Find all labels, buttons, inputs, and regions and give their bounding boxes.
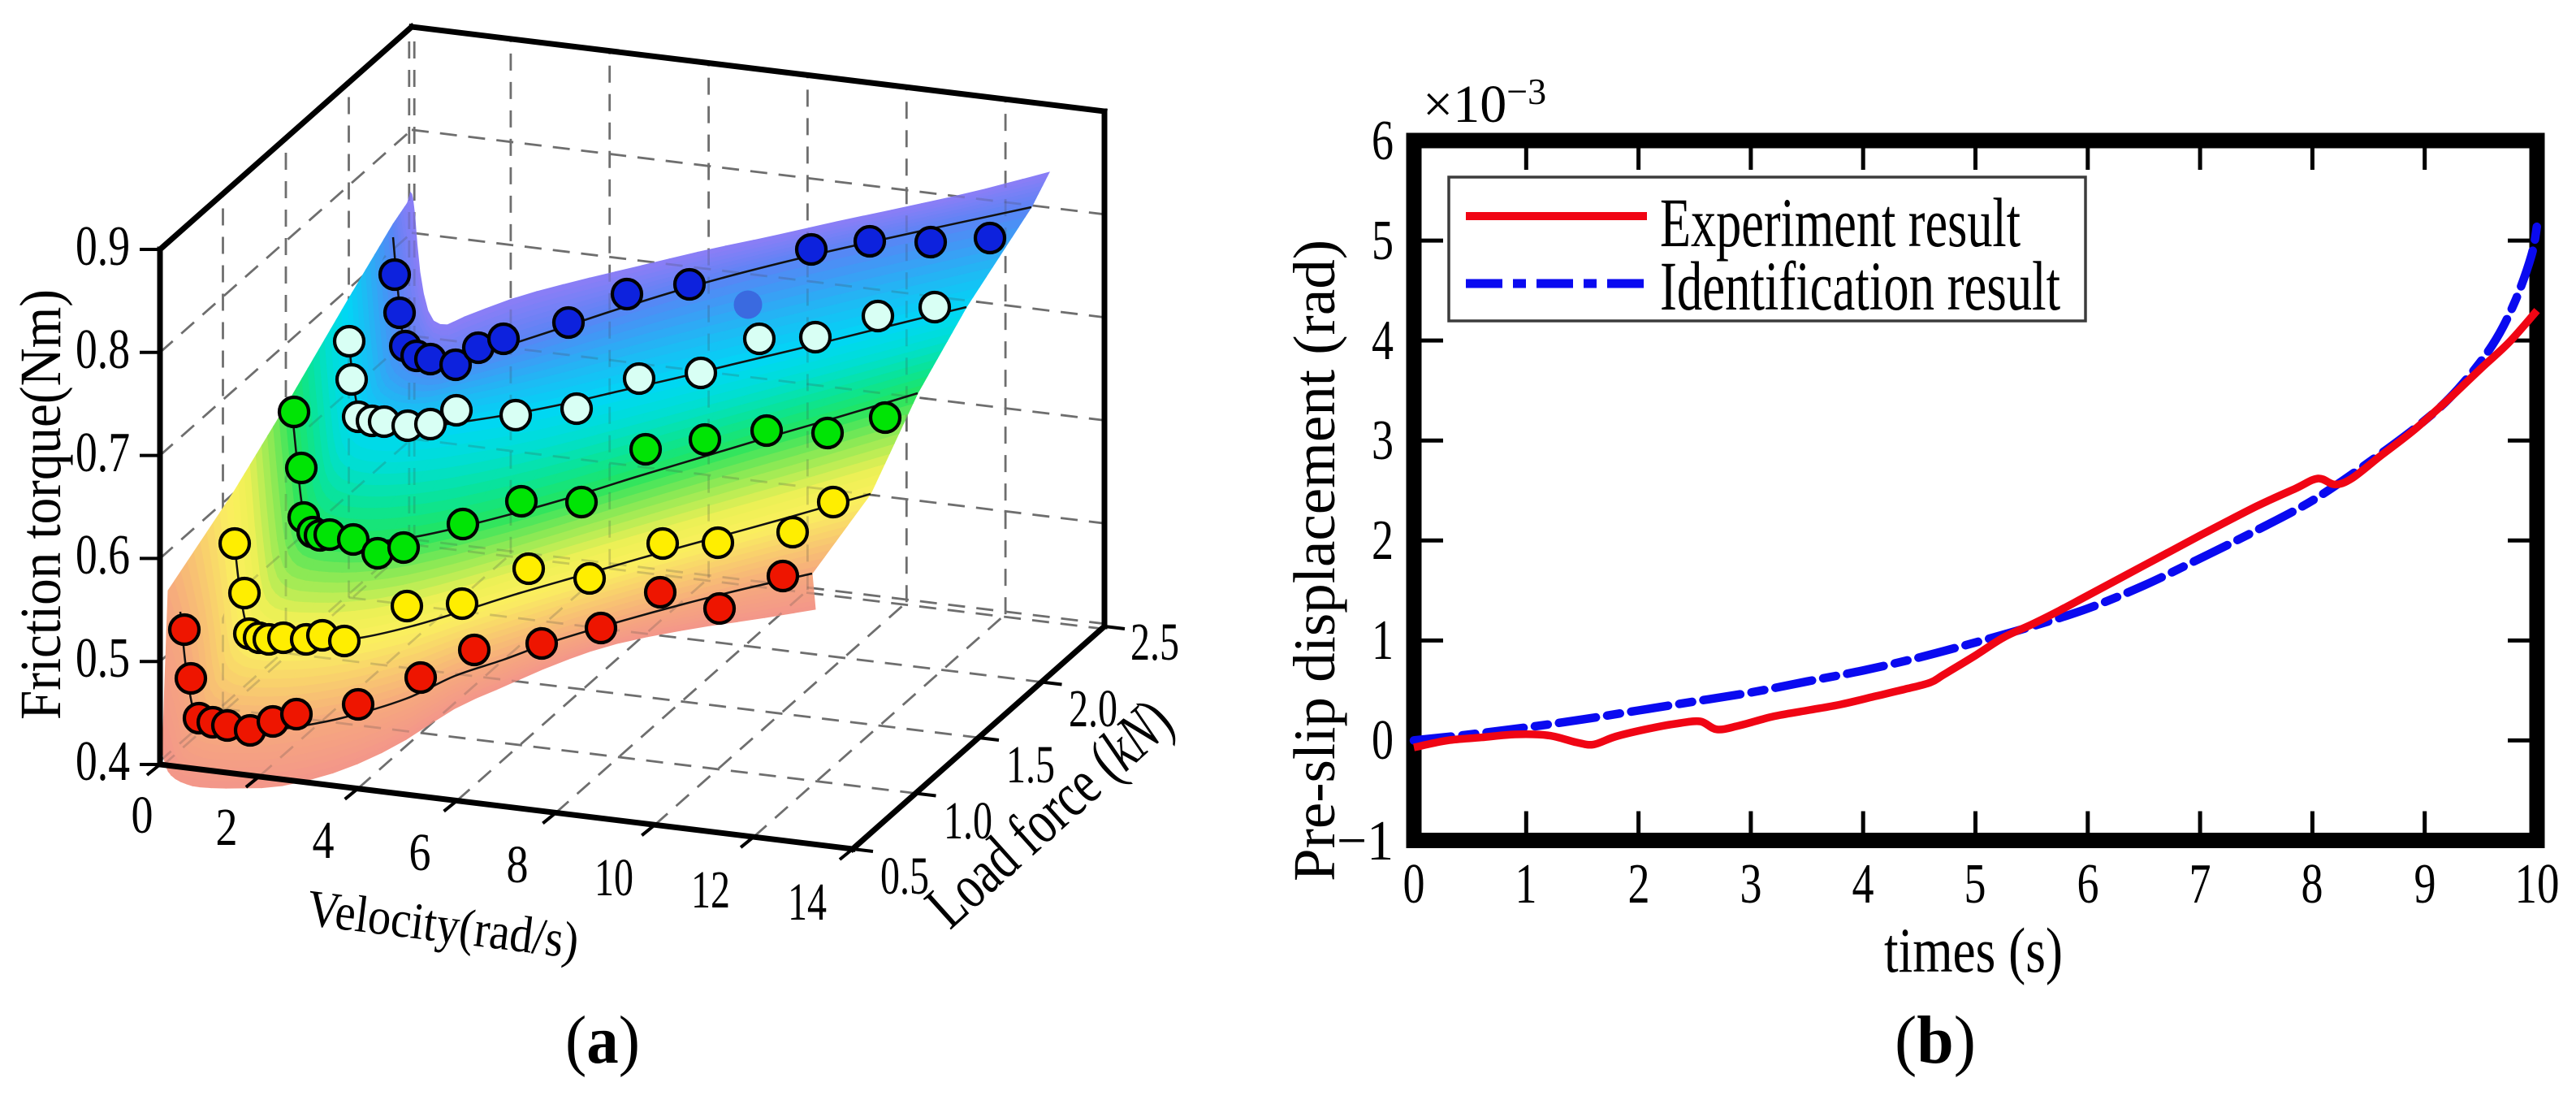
svg-text:3: 3 xyxy=(1372,409,1394,472)
svg-text:Experiment result: Experiment result xyxy=(1660,184,2021,262)
svg-text:6: 6 xyxy=(2077,853,2099,916)
svg-text:0: 0 xyxy=(1403,853,1425,916)
svg-text:2: 2 xyxy=(216,798,238,857)
svg-text:1.0: 1.0 xyxy=(944,791,992,851)
svg-text:0.5: 0.5 xyxy=(880,847,929,906)
svg-text:5: 5 xyxy=(1372,210,1394,272)
svg-text:9: 9 xyxy=(2414,853,2436,916)
svg-text:Friction torque(Nm): Friction torque(Nm) xyxy=(8,289,73,720)
svg-text:2.5: 2.5 xyxy=(1130,613,1179,672)
svg-text:14: 14 xyxy=(788,873,827,932)
svg-text:2: 2 xyxy=(1372,509,1394,572)
svg-text:8: 8 xyxy=(507,835,529,894)
svg-text:3: 3 xyxy=(1740,853,1762,916)
svg-text:2.0: 2.0 xyxy=(1069,679,1117,738)
svg-text:Identification result: Identification result xyxy=(1660,247,2060,325)
svg-text:0.5: 0.5 xyxy=(76,627,130,690)
svg-text:6: 6 xyxy=(409,823,431,882)
svg-text:1: 1 xyxy=(1372,609,1394,672)
svg-text:12: 12 xyxy=(691,860,730,920)
svg-text:0.7: 0.7 xyxy=(76,422,130,484)
svg-text:times (s): times (s) xyxy=(1884,915,2063,985)
svg-text:8: 8 xyxy=(2302,853,2323,916)
svg-text:7: 7 xyxy=(2189,853,2211,916)
svg-text:4: 4 xyxy=(1852,853,1874,916)
svg-text:0.8: 0.8 xyxy=(76,318,130,381)
svg-text:5: 5 xyxy=(1964,853,1986,916)
svg-text:0.6: 0.6 xyxy=(76,524,130,587)
svg-text:6: 6 xyxy=(1372,110,1394,172)
svg-text:10: 10 xyxy=(594,848,633,907)
svg-text:4: 4 xyxy=(1372,310,1394,372)
svg-text:(a): (a) xyxy=(565,1003,640,1078)
svg-text:0: 0 xyxy=(132,786,153,845)
svg-text:2: 2 xyxy=(1628,853,1650,916)
svg-text:10: 10 xyxy=(2515,853,2560,916)
svg-text:0: 0 xyxy=(1372,709,1394,772)
svg-text:0.9: 0.9 xyxy=(76,215,130,278)
svg-text:1: 1 xyxy=(1515,853,1537,916)
svg-text:−1: −1 xyxy=(1337,810,1394,873)
svg-text:Pre-slip displacement (rad): Pre-slip displacement (rad) xyxy=(1282,240,1347,881)
svg-text:4: 4 xyxy=(313,811,335,870)
svg-text:(b): (b) xyxy=(1895,1003,1976,1078)
svg-text:0.4: 0.4 xyxy=(76,730,130,793)
svg-text:1.5: 1.5 xyxy=(1006,735,1055,795)
